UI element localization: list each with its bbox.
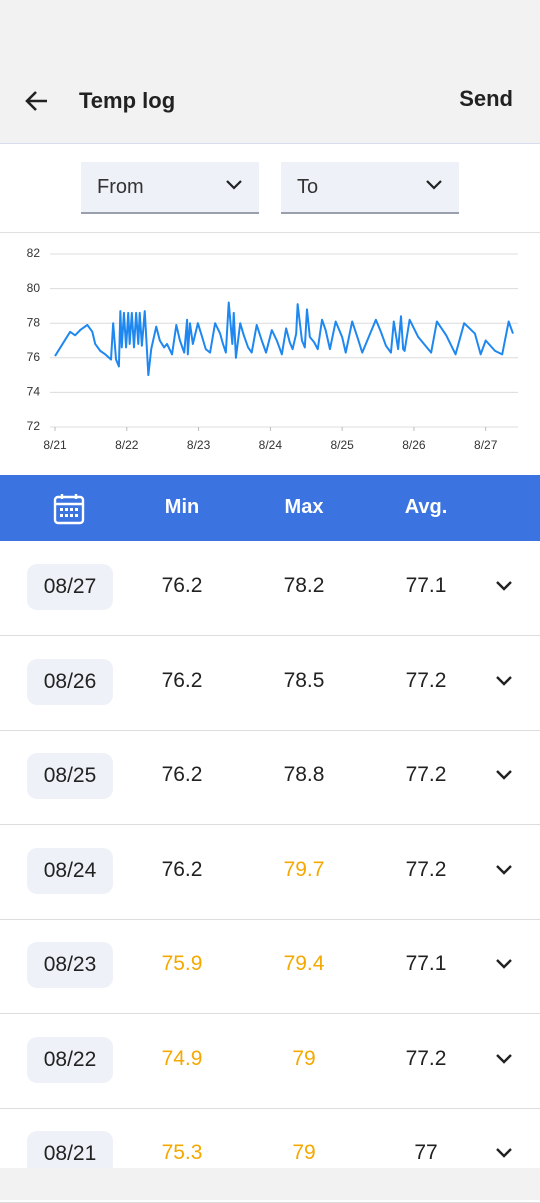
app-bar: Temp log Send [0,60,540,144]
y-tick-label: 74 [27,385,41,399]
expand-button[interactable] [494,768,514,782]
dropdown-arrow [226,180,242,190]
x-tick-label: 8/27 [474,438,498,452]
chevron [496,581,512,591]
avg-header: Avg. [404,496,448,518]
chevron [496,1148,512,1158]
chevron [496,864,512,875]
y-tick-label: 76 [27,350,41,364]
avg-value: 77.2 [405,857,447,881]
max-value: 78.8 [283,763,325,786]
expand-button[interactable] [494,957,514,971]
y-tick-label: 72 [27,419,41,433]
table-row[interactable]: 08/24 76.2 79.7 77.2 [0,825,540,920]
avg-value: 77.1 [405,952,447,975]
expand-button[interactable] [494,863,514,877]
expand-button[interactable] [494,674,514,688]
y-tick-label: 82 [27,246,41,260]
page-title: Temp log [79,88,176,113]
chevron [496,675,512,686]
x-tick-label: 8/25 [330,438,354,452]
date-chip: 08/23 [27,942,113,988]
divider [0,232,540,233]
table-header: Min Max Avg. [0,475,540,541]
max-value: 79 [292,1141,316,1164]
expand-button[interactable] [494,1052,514,1066]
chart: 72 74 76 78 80 82 8/21 8/22 8/23 8/24 8/25 8/26 8/27 [27,246,518,452]
min-value: 75.9 [161,952,203,975]
y-tick-label: 80 [27,281,41,295]
x-tick-label: 8/22 [115,438,139,452]
back-button[interactable] [24,88,50,114]
calendar-icon[interactable] [53,493,85,525]
max-value: 78.2 [283,574,325,597]
date-chip: 08/24 [27,847,113,894]
temperature-line [54,301,514,377]
table-row[interactable]: 08/25 76.2 78.8 77.2 [0,730,540,825]
avg-value: 77.1 [405,574,447,597]
navigation-bar [0,1168,540,1200]
status-bar [0,0,540,60]
min-value: 75.3 [161,1141,203,1164]
to-dropdown[interactable]: To [281,162,459,214]
avg-value: 77 [414,1141,438,1164]
x-tick-label: 8/26 [402,438,426,452]
x-tick-label: 8/24 [259,438,283,452]
date-chip: 08/26 [27,658,113,705]
y-tick-label: 78 [27,315,41,329]
max-header: Max [284,496,324,518]
min-value: 76.2 [161,857,203,881]
date-chip: 08/22 [27,1036,113,1083]
min-value: 74.9 [161,1046,203,1070]
from-label: From [97,176,144,198]
send-button[interactable]: Send [459,86,513,111]
min-header: Min [164,496,200,518]
table-row[interactable]: 08/26 76.2 78.5 77.2 [0,636,540,731]
min-value: 76.2 [161,668,203,692]
from-dropdown[interactable]: From [81,162,259,214]
max-value: 79 [292,1046,316,1070]
avg-value: 77.2 [405,668,447,692]
to-label: To [297,176,319,198]
table-row[interactable]: 08/22 74.9 79 77.2 [0,1014,540,1109]
max-value: 79.4 [283,952,325,975]
table-row[interactable]: 08/23 75.9 79.4 77.1 [0,919,540,1014]
x-tick-label: 8/23 [187,438,211,452]
max-value: 78.5 [283,668,325,692]
max-value: 79.7 [283,857,325,881]
dropdown-arrow [426,180,442,190]
expand-button[interactable] [494,1146,514,1160]
min-value: 76.2 [161,763,203,786]
x-tick-label: 8/21 [43,438,67,452]
avg-value: 77.2 [405,1046,447,1070]
avg-value: 77.2 [405,763,447,786]
expand-button[interactable] [494,579,514,593]
table-row[interactable]: 08/27 76.2 78.2 77.1 [0,541,540,636]
chevron [496,959,512,969]
date-chip: 08/25 [27,753,113,799]
chevron [496,770,512,780]
date-chip: 08/27 [27,564,113,610]
chevron [496,1053,512,1064]
min-value: 76.2 [161,574,203,597]
